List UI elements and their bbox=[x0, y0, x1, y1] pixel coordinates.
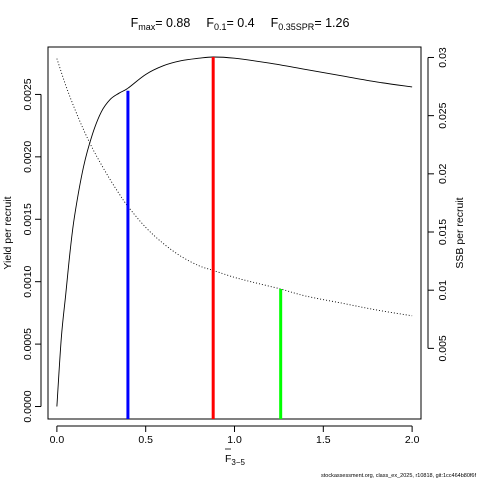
fspr-label: F bbox=[271, 16, 279, 30]
f01-subscript: 0.1 bbox=[214, 22, 227, 32]
x-tick-label: 1.0 bbox=[227, 434, 242, 446]
y-left-tick-label: 0.0010 bbox=[22, 265, 34, 297]
f01-label: F bbox=[206, 16, 214, 30]
y-axis-left: 0.0000 0.0005 0.0010 0.0015 0.0020 0.0025 bbox=[22, 78, 42, 423]
reference-lines bbox=[126, 56, 283, 419]
plot-frame bbox=[47, 46, 422, 420]
fmax-label: F bbox=[131, 16, 139, 30]
y-right-tick-label: 0.03 bbox=[437, 47, 449, 68]
x-tick-label: 0.0 bbox=[50, 434, 65, 446]
fmax-subscript: max bbox=[138, 22, 156, 32]
x-axis: 0.0 0.5 1.0 1.5 2.0 bbox=[50, 425, 420, 446]
y-left-tick-label: 0.0005 bbox=[22, 328, 34, 360]
x-tick-label: 1.5 bbox=[316, 434, 331, 446]
fmax-value: = 0.88 bbox=[155, 16, 190, 30]
y-right-tick-label: 0.01 bbox=[437, 280, 449, 301]
y-axis-left-label: Yield per recruit bbox=[2, 196, 14, 269]
series-layer bbox=[56, 56, 413, 407]
y-right-tick-label: 0.02 bbox=[437, 163, 449, 184]
y-left-tick-label: 0.0025 bbox=[22, 78, 34, 110]
chart-title: Fmax= 0.88 F0.1= 0.4 F0.35SPR= 1.26 bbox=[131, 16, 350, 32]
x-label-subscript: 3−5 bbox=[231, 458, 245, 467]
f01-value: = 0.4 bbox=[226, 16, 254, 30]
y-axis-right: 0.005 0.01 0.015 0.02 0.025 0.03 bbox=[427, 47, 449, 362]
ssb-per-recruit-line bbox=[56, 58, 413, 317]
fspr-value: = 1.26 bbox=[314, 16, 349, 30]
y-right-tick-label: 0.015 bbox=[437, 219, 449, 245]
yield-per-recruit-line bbox=[56, 56, 413, 407]
y-left-tick-label: 0.0020 bbox=[22, 141, 34, 173]
y-axis-right-label: SSB per recruit bbox=[454, 197, 466, 268]
x-axis-label: F3−5 bbox=[225, 448, 246, 467]
y-left-tick-label: 0.0015 bbox=[22, 203, 34, 235]
svg-text:F3−5: F3−5 bbox=[225, 453, 246, 467]
fspr-subscript: 0.35SPR bbox=[278, 22, 315, 32]
x-tick-label: 2.0 bbox=[405, 434, 420, 446]
x-label-main: F bbox=[225, 453, 231, 465]
x-tick-label: 0.5 bbox=[138, 434, 153, 446]
y-right-tick-label: 0.025 bbox=[437, 102, 449, 128]
y-left-tick-label: 0.0000 bbox=[22, 390, 34, 422]
y-right-tick-label: 0.005 bbox=[437, 335, 449, 361]
footer-text: stockassessment.org, class_ex_2025, r108… bbox=[321, 473, 476, 479]
